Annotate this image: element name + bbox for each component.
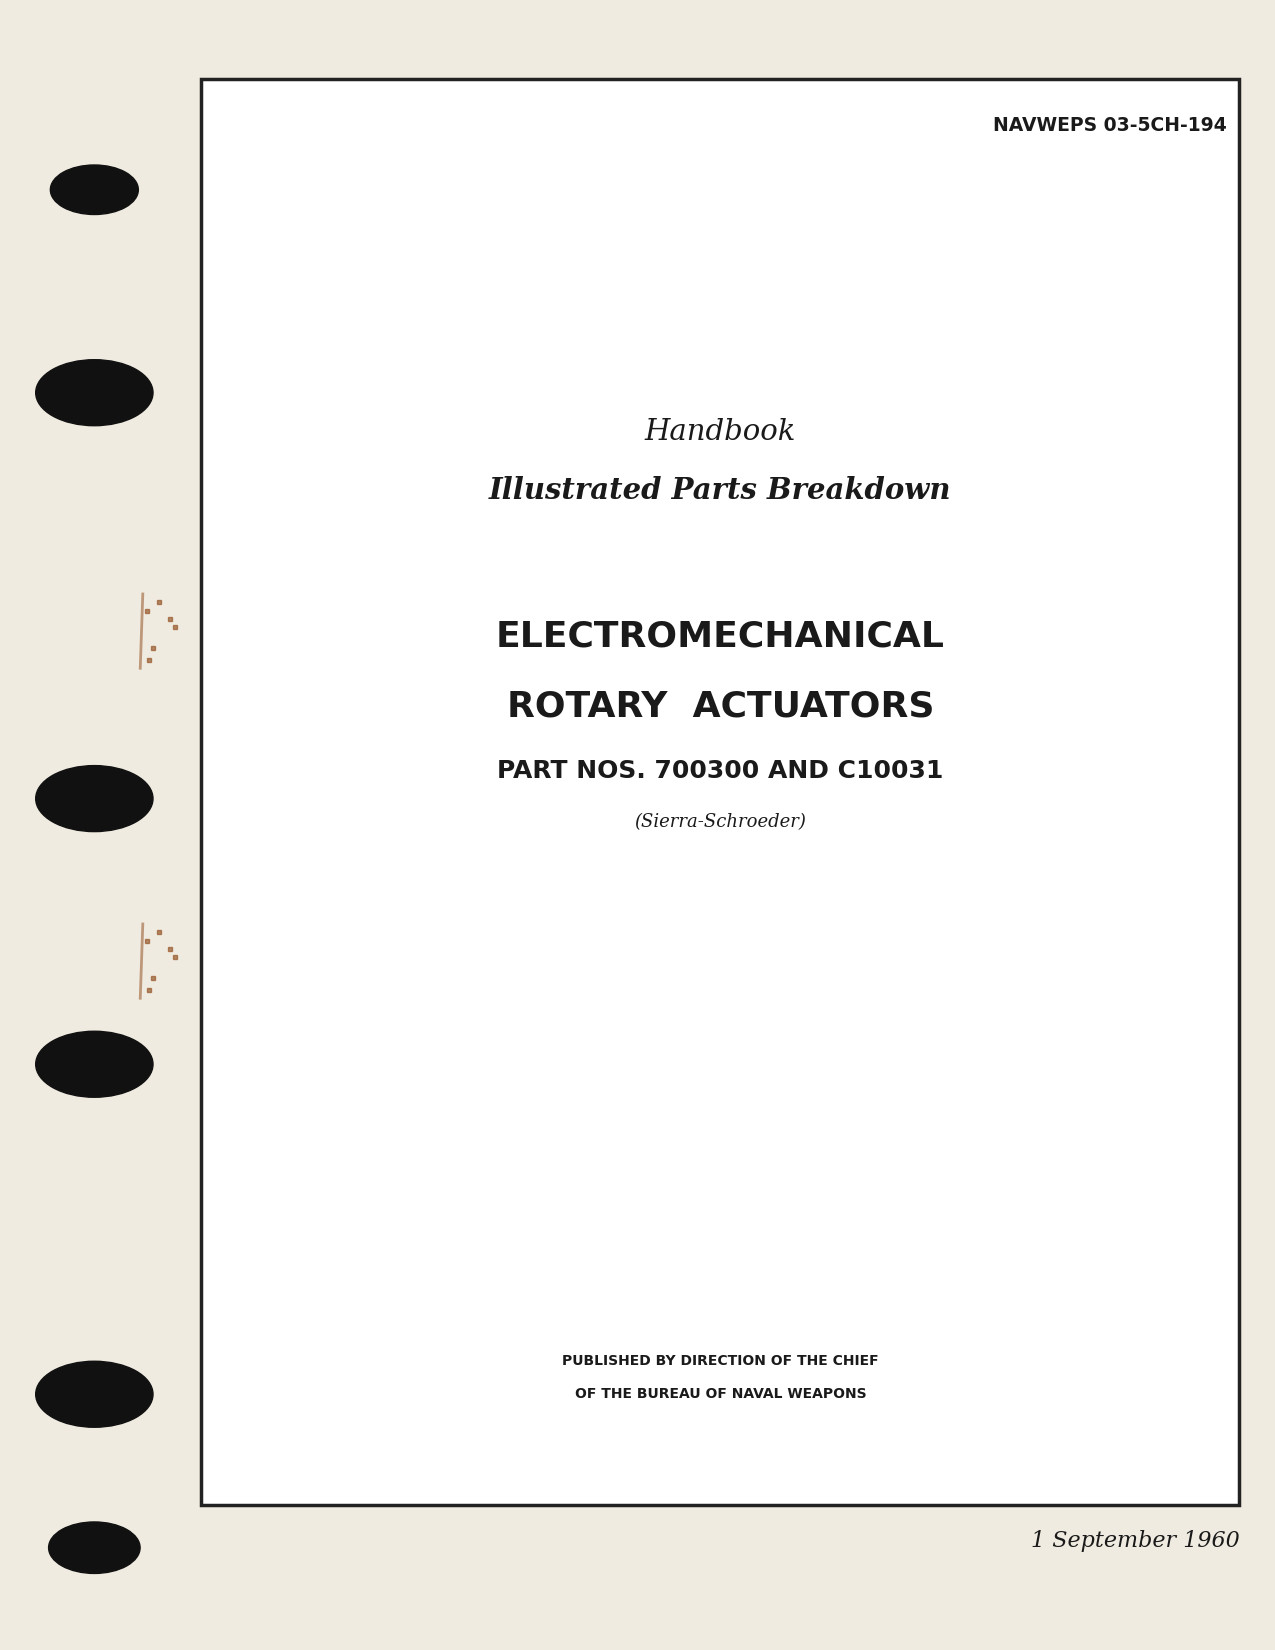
Text: (Sierra-Schroeder): (Sierra-Schroeder)	[635, 813, 806, 830]
Text: PART NOS. 700300 AND C10031: PART NOS. 700300 AND C10031	[497, 759, 944, 782]
Text: Illustrated Parts Breakdown: Illustrated Parts Breakdown	[490, 475, 951, 505]
Text: Handbook: Handbook	[645, 419, 796, 446]
Ellipse shape	[36, 766, 153, 832]
Bar	[201, 79, 1239, 1505]
Text: NAVWEPS 03-5CH-194: NAVWEPS 03-5CH-194	[993, 116, 1227, 135]
Ellipse shape	[36, 360, 153, 426]
Text: ELECTROMECHANICAL: ELECTROMECHANICAL	[496, 620, 945, 653]
Ellipse shape	[48, 1521, 140, 1574]
Text: PUBLISHED BY DIRECTION OF THE CHIEF: PUBLISHED BY DIRECTION OF THE CHIEF	[562, 1355, 878, 1368]
Text: 1 September 1960: 1 September 1960	[1030, 1530, 1239, 1553]
Text: ROTARY  ACTUATORS: ROTARY ACTUATORS	[506, 690, 935, 723]
Ellipse shape	[36, 1361, 153, 1427]
Text: OF THE BUREAU OF NAVAL WEAPONS: OF THE BUREAU OF NAVAL WEAPONS	[575, 1388, 866, 1401]
Ellipse shape	[36, 1031, 153, 1097]
Ellipse shape	[50, 165, 138, 214]
